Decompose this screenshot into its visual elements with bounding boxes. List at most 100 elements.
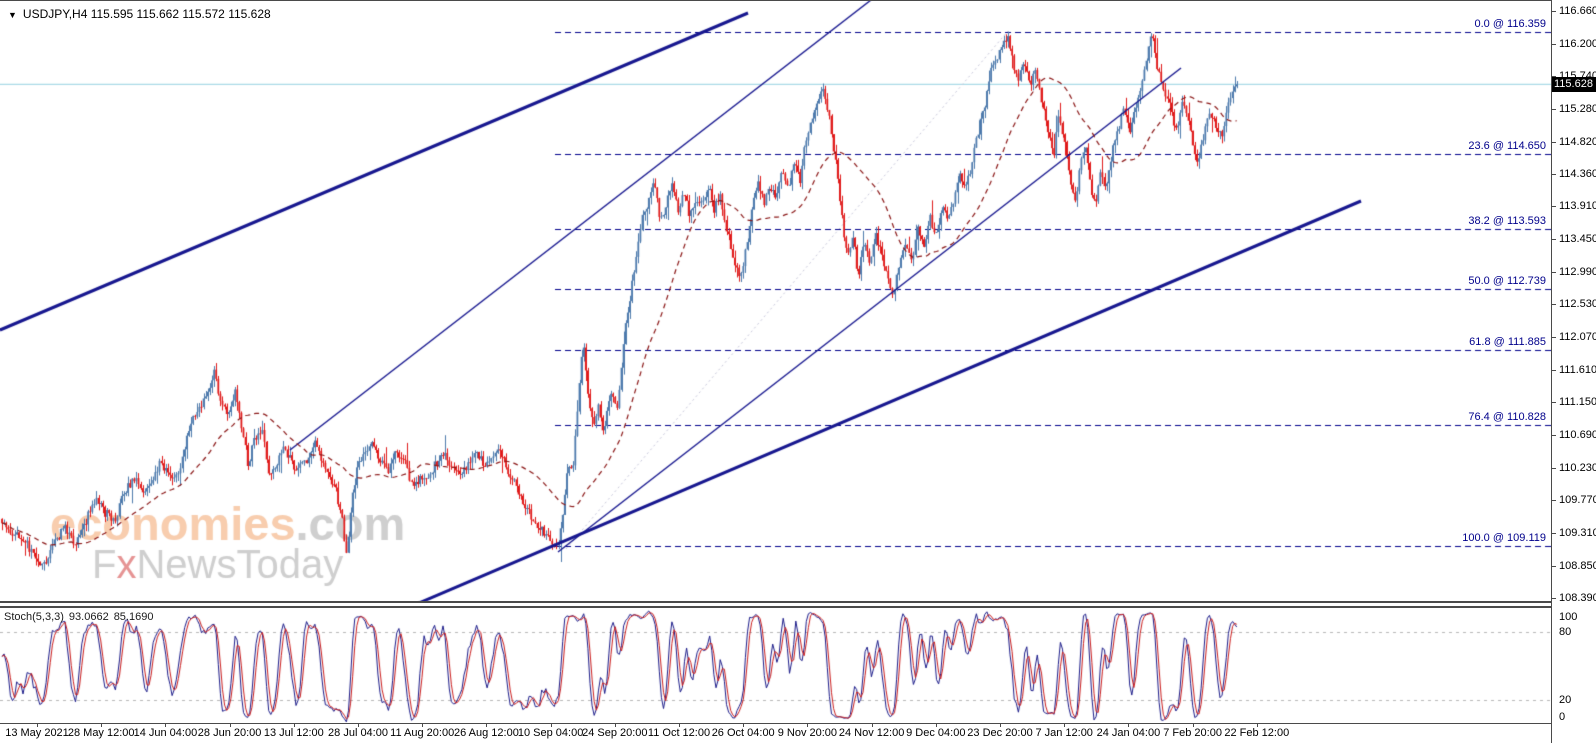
time-tick-mark (230, 723, 231, 727)
time-tick-mark (743, 723, 744, 727)
price-tick-mark (1551, 174, 1556, 176)
price-tick-label: 112.990 (1559, 265, 1596, 278)
time-tick-mark (1064, 723, 1065, 727)
main-chart-canvas[interactable] (0, 0, 1551, 602)
indicator-panel-bottom-border (0, 723, 1551, 724)
price-tick-label: 116.200 (1559, 37, 1596, 50)
time-tick-label: 7 Jan 12:00 (1035, 727, 1093, 739)
price-tick-mark (1551, 434, 1556, 436)
price-tick-mark (1551, 238, 1556, 240)
price-tick-label: 111.610 (1559, 363, 1596, 376)
price-tick-label: 112.070 (1559, 330, 1596, 343)
fib-level-label[interactable]: 61.8 @ 111.885 (1469, 336, 1546, 349)
fib-level-label[interactable]: 50.0 @ 112.739 (1468, 275, 1546, 288)
price-tick-label: 111.150 (1559, 396, 1596, 409)
time-tick-label: 22 Feb 12:00 (1224, 727, 1290, 739)
price-tick-label: 116.660 (1559, 5, 1596, 17)
fib-level-label[interactable]: 100.0 @ 109.119 (1462, 532, 1546, 545)
stochastic-indicator-canvas[interactable] (0, 609, 1551, 723)
price-tick-mark (1551, 206, 1556, 208)
symbol-dropdown-icon[interactable]: ▼ (8, 10, 17, 20)
stochastic-value-k: 93.0662 (68, 611, 109, 623)
time-tick-mark (165, 723, 166, 727)
price-tick-label: 113.450 (1559, 232, 1596, 245)
time-tick-label: 9 Nov 20:00 (777, 727, 838, 739)
price-tick-label: 110.690 (1559, 428, 1596, 441)
price-tick-mark (1551, 336, 1556, 338)
time-tick-mark (615, 723, 616, 727)
fib-level-label[interactable]: 0.0 @ 116.359 (1474, 18, 1546, 31)
quote-bar: ▼ USDJPY,H4 115.595 115.662 115.572 115.6… (8, 7, 271, 21)
time-tick-mark (294, 723, 295, 727)
price-tick-mark (1551, 108, 1556, 110)
price-tick-mark (1551, 500, 1556, 502)
time-tick-label: 13 May 2021 (5, 727, 69, 739)
time-tick-mark (358, 723, 359, 727)
quote-text: USDJPY,H4 115.595 115.662 115.572 115.62… (22, 7, 271, 21)
time-tick-label: 11 Oct 12:00 (647, 727, 711, 739)
fib-level-label[interactable]: 76.4 @ 110.828 (1468, 411, 1546, 424)
time-tick-label: 14 Jun 04:00 (133, 727, 198, 739)
price-tick-mark (1551, 369, 1556, 371)
price-tick-mark (1551, 271, 1556, 273)
time-tick-mark (1193, 723, 1194, 727)
fib-level-label[interactable]: 23.6 @ 114.650 (1468, 139, 1546, 152)
price-tick-label: 109.770 (1559, 494, 1596, 507)
time-tick-label: 7 Feb 20:00 (1163, 727, 1222, 739)
price-tick-label: 115.280 (1559, 102, 1596, 115)
price-tick-mark (1551, 532, 1556, 534)
time-tick-mark (679, 723, 680, 727)
stochastic-scale-label: 0 (1559, 711, 1566, 723)
time-tick-mark (1000, 723, 1001, 727)
time-tick-label: 24 Sep 20:00 (582, 727, 648, 739)
time-tick-label: 10 Sep 04:00 (517, 727, 584, 739)
stochastic-title: Stoch(5,3,3) (4, 611, 64, 623)
stochastic-scale-label: 100 (1559, 611, 1578, 623)
price-tick-mark (1551, 598, 1556, 600)
time-tick-label: 26 Oct 04:00 (711, 727, 775, 739)
time-tick-mark (807, 723, 808, 727)
price-tick-label: 110.230 (1559, 461, 1596, 474)
time-tick-label: 28 May 12:00 (67, 727, 135, 739)
current-price-badge: 115.628 (1552, 77, 1596, 92)
price-tick-mark (1551, 565, 1556, 567)
price-tick-label: 114.820 (1559, 135, 1596, 148)
time-tick-mark (1257, 723, 1258, 727)
time-tick-mark (486, 723, 487, 727)
time-tick-mark (551, 723, 552, 727)
stochastic-value-d: 85.1690 (113, 611, 154, 623)
price-tick-label: 108.850 (1559, 559, 1596, 572)
time-tick-mark (37, 723, 38, 727)
fib-level-label[interactable]: 38.2 @ 113.593 (1468, 214, 1546, 227)
price-axis-border (1551, 0, 1552, 743)
price-tick-label: 114.360 (1559, 168, 1596, 181)
main-chart-bottom-border[interactable] (0, 601, 1551, 603)
price-tick-label: 113.910 (1559, 200, 1596, 213)
time-tick-label: 13 Jul 12:00 (263, 727, 324, 739)
price-tick-mark (1551, 76, 1556, 78)
indicator-panel-top-border[interactable] (0, 606, 1551, 608)
price-tick-label: 109.310 (1559, 526, 1596, 539)
price-tick-mark (1551, 11, 1556, 12)
time-tick-label: 28 Jul 04:00 (328, 727, 388, 739)
price-tick-label: 112.530 (1559, 298, 1596, 311)
time-tick-label: 24 Jan 04:00 (1096, 727, 1161, 739)
time-tick-label: 26 Aug 12:00 (453, 727, 519, 739)
time-tick-mark (101, 723, 102, 727)
price-tick-mark (1551, 402, 1556, 404)
price-tick-mark (1551, 141, 1556, 143)
time-tick-mark (936, 723, 937, 727)
stochastic-label-row: Stoch(5,3,3) 93.0662 85.1690 (4, 611, 158, 623)
time-tick-label: 11 Aug 20:00 (390, 727, 455, 739)
time-tick-label: 23 Dec 20:00 (967, 727, 1033, 739)
time-tick-label: 9 Dec 04:00 (906, 727, 966, 739)
chart-top-border (0, 0, 1551, 1)
time-tick-label: 28 Jun 20:00 (197, 727, 262, 739)
price-tick-mark (1551, 304, 1556, 306)
stochastic-scale-label: 80 (1559, 625, 1572, 638)
time-tick-mark (1128, 723, 1129, 727)
time-tick-mark (422, 723, 423, 727)
time-tick-label: 24 Nov 12:00 (838, 727, 905, 739)
price-tick-label: 108.390 (1559, 592, 1596, 605)
